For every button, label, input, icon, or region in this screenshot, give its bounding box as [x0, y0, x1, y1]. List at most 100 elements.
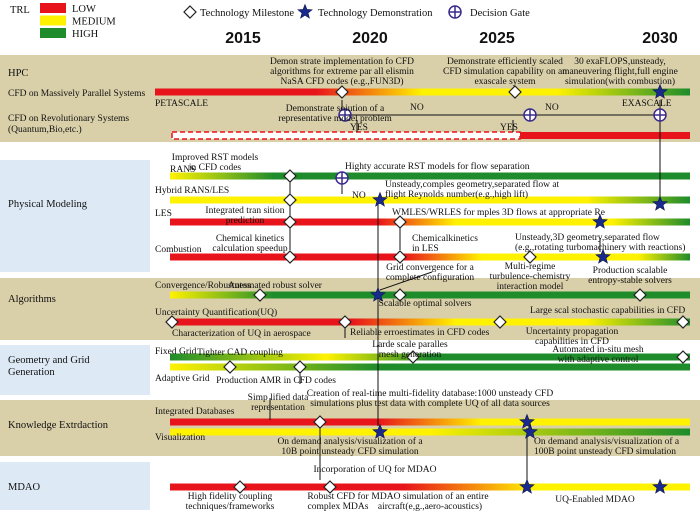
annotation: Automated robust solver	[228, 281, 323, 291]
annotation: Unsteady,3D geometry,separated flow	[515, 232, 660, 243]
physical-band	[0, 160, 150, 272]
trl-bar	[170, 483, 690, 491]
gate-label: YES	[500, 123, 518, 133]
revolutionary-dashed	[171, 131, 521, 140]
row-label: (Quantum,Bio,etc.)	[8, 124, 82, 135]
demonstration	[592, 213, 608, 229]
demonstration	[372, 423, 388, 439]
year: 2025	[479, 30, 515, 47]
milestone	[283, 250, 297, 264]
demonstration	[522, 423, 538, 439]
trl-bar	[170, 253, 690, 261]
annotation: complex MDAs	[308, 502, 369, 512]
annotation: prediction	[226, 216, 265, 226]
section-title: HPC	[8, 68, 28, 79]
legend-label: MEDIUM	[72, 17, 116, 28]
legend-swatch	[40, 3, 66, 13]
annotation: CFD simulation capability on an	[443, 67, 567, 77]
annotation: On demand analysis/visualization of a	[534, 436, 680, 447]
annotation: Incorporation of UQ for MDAO	[314, 464, 437, 475]
annotation: with adaptive control	[558, 355, 639, 365]
trl-bar	[170, 172, 690, 180]
annotation: Production AMR in CFD codes	[216, 376, 336, 386]
row-label: CFD on Massively Parallel Systems	[8, 89, 146, 99]
algorithms-band	[0, 278, 700, 340]
milestone	[393, 250, 407, 264]
milestone	[633, 288, 647, 302]
trl-bar	[170, 318, 690, 326]
decision-gate-cross	[336, 172, 348, 184]
annotation: flight Reynolds number(e.g.,high lift)	[385, 189, 528, 200]
mdao-band	[0, 462, 150, 510]
row-label: Integrated Databases	[155, 407, 235, 417]
legend-symbol-label: Technology Demonstration	[318, 8, 433, 19]
annotation: 30 exaFLOPS,unsteady,	[574, 57, 665, 67]
annotation: Grid convergence for a	[386, 262, 474, 273]
milestone	[335, 85, 349, 99]
legend-symbol-label: Decision Gate	[470, 8, 530, 19]
demonstration	[519, 478, 535, 494]
annotation: representation	[251, 403, 305, 413]
annotation: (e.g.,rotating turbomachinery with react…	[515, 242, 685, 253]
milestone	[283, 169, 297, 183]
legend-title: TRL	[10, 5, 30, 16]
milestone	[523, 250, 537, 264]
demonstration	[370, 286, 386, 302]
annotation: 100B point unsteady CFD simulation	[534, 447, 676, 457]
annotation: Production scalable	[593, 266, 668, 276]
milestone	[223, 360, 237, 374]
annotation: WMLES/WRLES for mples 3D flows at approp…	[392, 207, 605, 218]
milestone	[283, 215, 297, 229]
annotation: Demon strate implementation fo CFD	[270, 56, 414, 67]
annotation: Characterization of UQ in aerospace	[172, 328, 311, 339]
trl-bar	[170, 418, 690, 426]
row-label: Uncertainty Quantification(UQ)	[155, 307, 277, 318]
annotation: On demand analysis/visualization of a	[277, 436, 423, 447]
annotation: turbulence-chemistry	[490, 272, 571, 282]
row-label: Visualization	[155, 433, 205, 443]
milestone	[165, 315, 179, 329]
annotation: aircraft(e,g.,aero-acoustics)	[378, 501, 482, 512]
annotation: Automated in-situ mesh	[552, 345, 644, 355]
legend-label: HIGH	[72, 29, 99, 40]
annotation: Multi-regime	[505, 262, 556, 272]
decision-gate-cross	[654, 109, 666, 121]
annotation: Demonstrate soiution of a	[286, 103, 385, 114]
trl-bar	[170, 291, 690, 299]
annotation: Reliable erroestimates in CFD codes	[350, 328, 490, 338]
trl-bar	[170, 218, 690, 226]
gate-label: NO	[545, 103, 559, 113]
year: 2015	[225, 30, 261, 47]
annotation: Scalable optimal solvers	[379, 299, 472, 309]
gate-label: YES	[350, 123, 368, 133]
annotation: UQ-Enabled MDAO	[555, 495, 635, 505]
annotation: Simp lified data	[248, 392, 309, 403]
demonstration	[652, 83, 668, 99]
milestone	[406, 350, 420, 364]
milestone	[393, 288, 407, 302]
annotation: maneuvering flight,full engine	[562, 66, 678, 77]
annotation: Robust CFD for	[307, 491, 369, 502]
demonstration	[652, 195, 668, 211]
milestone	[676, 315, 690, 329]
milestone	[676, 350, 690, 364]
demonstration	[372, 191, 388, 207]
milestone	[508, 85, 522, 99]
milestone	[338, 315, 352, 329]
annotation: simulation(with combustion)	[565, 76, 675, 87]
milestone	[313, 415, 327, 429]
annotation: representative model problem	[278, 114, 392, 124]
milestone	[283, 193, 297, 207]
annotation: entropy-stable solvers	[588, 276, 672, 286]
annotation: Integrated tran sition	[205, 206, 284, 216]
row-label: Combustion	[155, 245, 202, 255]
decision-gate-cross	[339, 109, 351, 121]
annotation: Unsteady,comples geometry,separated flow…	[385, 179, 560, 190]
connector	[379, 271, 433, 291]
milestone	[183, 5, 197, 19]
row-label: LES	[155, 209, 172, 219]
annotation: Chemical kinetics	[216, 234, 285, 244]
demonstration	[519, 413, 535, 429]
year: 2030	[642, 30, 678, 47]
